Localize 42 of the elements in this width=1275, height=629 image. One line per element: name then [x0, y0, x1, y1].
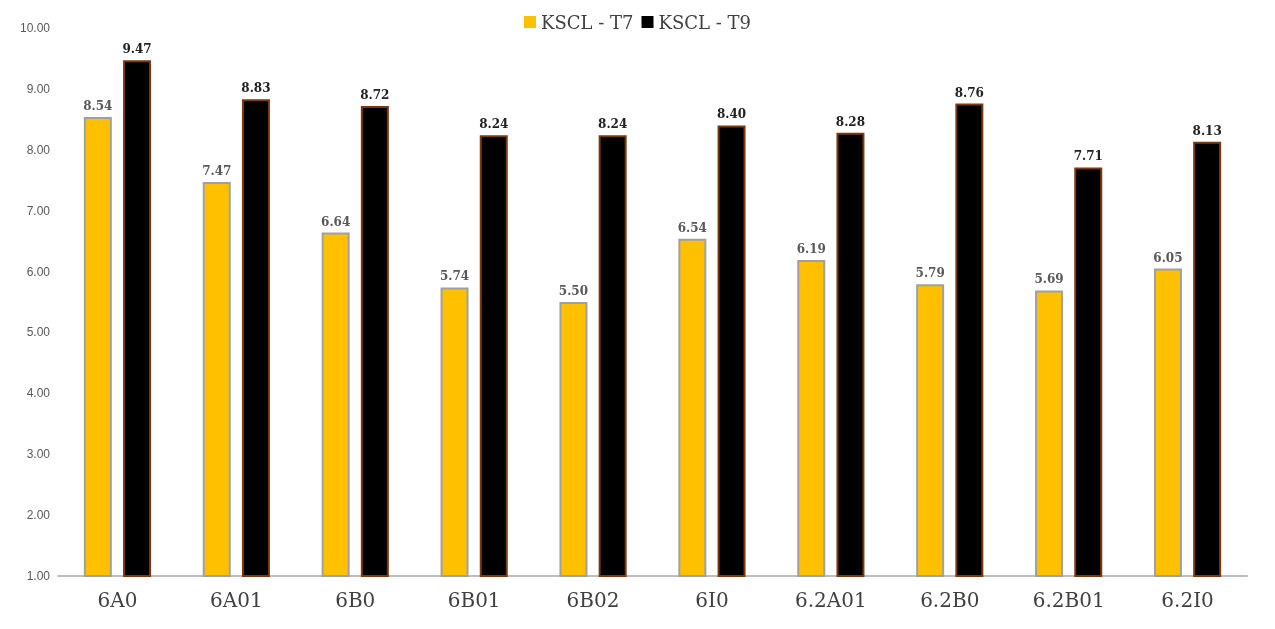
data-label: 6.54 [677, 220, 707, 235]
y-tick-label: 10.00 [19, 21, 51, 35]
x-tick-label: 6I0 [695, 588, 729, 612]
data-label: 8.76 [954, 85, 984, 100]
data-label: 5.74 [439, 269, 470, 284]
y-tick-label: 4.00 [26, 386, 51, 401]
data-label: 9.47 [122, 42, 152, 57]
legend-label: KSCL - T7 [541, 11, 634, 33]
data-label: 6.05 [1153, 250, 1183, 265]
x-tick-label: 6.2B0 [920, 588, 980, 612]
y-tick-label: 1.00 [26, 569, 51, 583]
x-tick-label: 6B01 [447, 588, 501, 612]
data-label: 8.40 [716, 107, 747, 122]
x-tick-label: 6.2B01 [1032, 588, 1105, 612]
y-tick-label: 6.00 [26, 264, 51, 279]
x-tick-label: 6.2A01 [795, 588, 867, 612]
data-label: 5.50 [558, 284, 589, 298]
y-tick-label: 9.00 [26, 81, 51, 96]
legend-label: KSCL - T9 [658, 11, 751, 33]
x-tick-label: 6.2I0 [1161, 588, 1214, 612]
x-tick-label: 6A01 [210, 588, 263, 612]
data-label: 8.54 [83, 98, 113, 113]
x-tick-label: 6A0 [97, 588, 138, 612]
data-label: 7.71 [1073, 149, 1103, 164]
x-tick-label: 6B02 [566, 588, 620, 612]
y-tick-label: 3.00 [26, 447, 51, 462]
data-label: 7.47 [202, 164, 232, 179]
y-tick-label: 7.00 [26, 203, 51, 218]
y-tick-label: 2.00 [26, 508, 51, 523]
data-label: 8.13 [1192, 123, 1222, 138]
y-tick-label: 5.00 [26, 325, 51, 340]
data-label: 6.19 [796, 241, 826, 256]
y-tick-label: 8.00 [26, 142, 51, 157]
data-label: 5.69 [1034, 272, 1064, 287]
data-label: 8.28 [835, 114, 866, 129]
data-label: 6.64 [321, 214, 351, 229]
data-label: 8.24 [598, 117, 628, 132]
x-tick-label: 6B0 [335, 588, 376, 612]
data-label: 5.79 [915, 266, 945, 281]
data-label: 8.72 [360, 87, 390, 102]
data-label: 8.83 [241, 81, 271, 96]
data-label: 8.24 [479, 117, 509, 132]
